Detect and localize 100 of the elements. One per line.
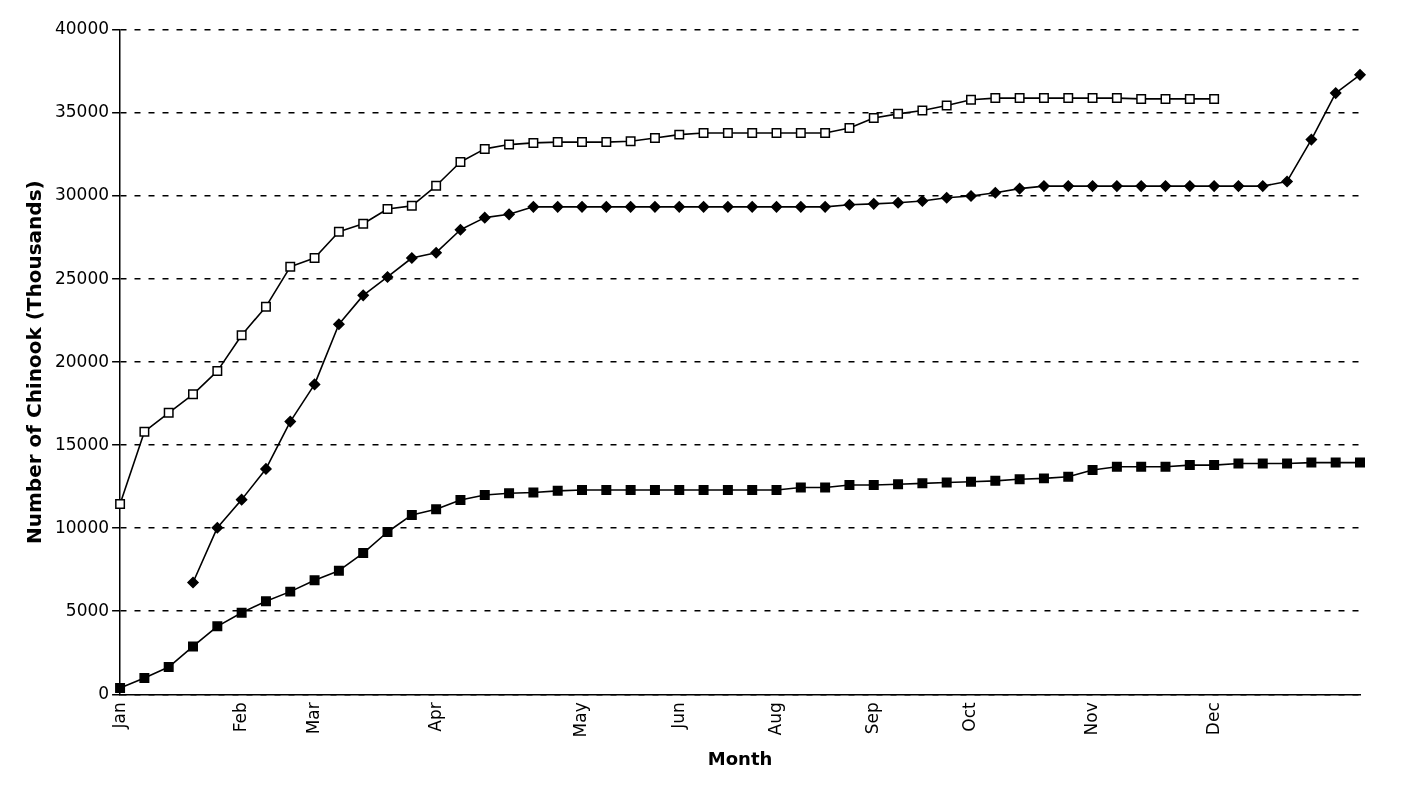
point	[504, 139, 515, 150]
point	[746, 201, 758, 213]
point	[381, 271, 394, 283]
point	[309, 575, 320, 586]
point	[479, 211, 491, 224]
point	[212, 366, 223, 377]
point	[1063, 471, 1074, 482]
point	[527, 201, 540, 213]
point	[941, 477, 952, 488]
point	[1014, 93, 1025, 104]
point	[236, 330, 247, 341]
point	[552, 485, 563, 496]
point	[1232, 180, 1245, 192]
point	[188, 641, 199, 652]
point	[916, 195, 929, 207]
point	[333, 318, 345, 331]
point	[649, 485, 660, 495]
point	[235, 493, 248, 506]
point	[1329, 87, 1342, 99]
point	[601, 137, 612, 148]
point	[1111, 180, 1123, 192]
point	[844, 480, 855, 491]
point	[1063, 93, 1074, 104]
point	[1209, 460, 1220, 471]
point	[528, 487, 539, 498]
x-tick-label: Sep	[862, 702, 883, 735]
y-tick-label: 0	[98, 682, 110, 703]
point	[1062, 180, 1074, 192]
point	[966, 476, 976, 487]
point	[1281, 175, 1293, 188]
point	[479, 143, 490, 154]
point	[260, 301, 271, 312]
point	[1330, 457, 1341, 468]
point	[892, 196, 904, 209]
point	[722, 201, 734, 213]
point	[795, 482, 806, 493]
x-tick-label: May	[570, 702, 591, 738]
y-tick-label: 10000	[54, 516, 110, 537]
point	[504, 488, 515, 499]
point	[940, 191, 953, 204]
point	[1013, 182, 1026, 195]
point	[431, 180, 442, 191]
y-axis-title: Number of Chinook (Thousands)	[22, 180, 47, 544]
point	[139, 426, 150, 437]
point	[577, 485, 587, 495]
point	[551, 201, 564, 213]
point	[1135, 180, 1147, 192]
x-tick-label: Nov	[1080, 702, 1101, 736]
y-tick-label: 15000	[54, 433, 110, 454]
point	[843, 198, 856, 211]
point	[795, 127, 806, 138]
point	[1111, 461, 1122, 472]
point	[1136, 461, 1147, 472]
point	[747, 127, 758, 138]
y-tick-label: 5000	[65, 599, 110, 620]
point	[722, 127, 733, 138]
point	[625, 136, 636, 147]
point	[285, 586, 296, 597]
point	[625, 485, 636, 495]
point	[308, 378, 321, 391]
point	[844, 122, 855, 133]
point	[1160, 93, 1171, 104]
point	[382, 204, 393, 215]
x-tick-label: Aug	[764, 702, 785, 736]
point	[697, 201, 710, 213]
point	[260, 463, 272, 475]
point	[406, 252, 418, 264]
point	[893, 108, 904, 119]
x-tick-label: Apr	[424, 702, 445, 732]
point	[187, 576, 199, 589]
point	[285, 261, 296, 272]
point	[284, 415, 297, 428]
point	[163, 662, 174, 673]
point	[868, 198, 880, 210]
point	[965, 190, 977, 202]
point	[1087, 465, 1098, 476]
point	[917, 105, 928, 116]
point	[1208, 180, 1220, 192]
point	[941, 100, 952, 111]
point	[819, 201, 831, 213]
point	[990, 475, 1001, 486]
x-tick-label: Feb	[230, 702, 251, 733]
point	[455, 157, 466, 168]
point	[989, 186, 1002, 199]
x-tick-label: Mar	[303, 702, 323, 735]
point	[649, 201, 661, 213]
point	[1354, 69, 1366, 81]
x-tick-label: Jan	[108, 702, 129, 730]
point	[260, 596, 271, 607]
point	[722, 485, 733, 495]
point	[1257, 458, 1268, 469]
point	[649, 132, 660, 143]
point	[358, 548, 369, 559]
point	[820, 482, 831, 493]
y-tick-label: 30000	[54, 184, 110, 205]
point	[1087, 93, 1098, 104]
y-tick-label: 20000	[54, 350, 110, 371]
point	[1257, 180, 1269, 192]
point	[1086, 180, 1099, 192]
point	[1184, 93, 1195, 104]
